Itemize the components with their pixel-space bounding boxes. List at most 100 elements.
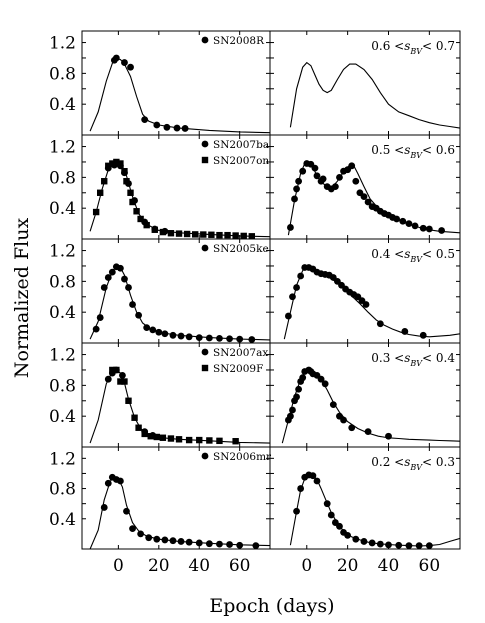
data-point-square	[167, 230, 175, 237]
data-point-circle	[336, 522, 343, 530]
data-point-square	[121, 168, 128, 175]
x-tick-label: 40	[188, 556, 210, 576]
data-point-square	[196, 436, 203, 444]
y-tick-label: 0.4	[49, 303, 76, 323]
data-point-circle	[216, 334, 223, 342]
data-point-square	[183, 230, 191, 238]
data-point-circle	[201, 140, 209, 148]
x-tick-label: 20	[148, 556, 170, 576]
data-point-square	[125, 397, 132, 404]
data-point-circle	[129, 525, 136, 532]
data-point-square	[224, 231, 231, 239]
data-point-circle	[195, 334, 203, 342]
right-panel-2: 0.5 <sBV< 0.6	[269, 134, 461, 240]
data-point-circle	[169, 331, 177, 339]
data-point-square	[153, 433, 160, 441]
data-point-square	[92, 208, 100, 216]
data-point-circle	[293, 185, 300, 193]
data-point-square	[147, 433, 154, 440]
data-point-square	[216, 231, 223, 239]
data-point-circle	[321, 380, 329, 388]
data-point-circle	[236, 541, 244, 549]
data-point-circle	[425, 542, 433, 549]
y-axis-title: Normalized Flux	[11, 218, 33, 379]
data-point-circle	[155, 328, 163, 336]
data-point-square	[201, 156, 209, 164]
data-point-circle	[313, 172, 321, 180]
data-point-circle	[393, 215, 401, 223]
data-point-square	[216, 437, 223, 445]
data-point-square	[117, 378, 124, 385]
data-point-square	[248, 233, 256, 239]
data-point-circle	[161, 536, 169, 544]
data-point-circle	[329, 401, 337, 409]
y-tick-label: 0.4	[49, 510, 76, 530]
data-point-circle	[295, 177, 303, 185]
data-point-circle	[284, 312, 292, 320]
data-point-square	[206, 437, 213, 444]
data-point-circle	[201, 36, 209, 44]
legend-label: SN2006mr	[213, 451, 272, 463]
data-point-circle	[153, 535, 161, 543]
data-point-circle	[201, 348, 209, 356]
left-panel-3: 0.4 0.8 1.2 SN2005ke	[49, 238, 271, 344]
data-point-circle	[327, 511, 335, 519]
y-tick-label: 0.8	[49, 480, 76, 500]
data-point-circle	[309, 472, 317, 480]
data-point-circle	[287, 224, 294, 231]
right-panel-4: 0.3 <sBV< 0.4	[269, 342, 461, 448]
data-point-circle	[352, 535, 360, 543]
data-point-square	[123, 178, 130, 185]
data-point-circle	[352, 177, 360, 185]
data-point-circle	[145, 534, 153, 542]
data-point-circle	[181, 125, 189, 132]
data-point-circle	[205, 540, 213, 548]
x-tick-label: 20	[337, 556, 359, 576]
data-point-circle	[293, 393, 300, 401]
template-curve	[283, 265, 460, 340]
data-point-circle	[117, 477, 124, 485]
data-point-circle	[376, 540, 384, 548]
data-point-square	[117, 160, 124, 167]
template-curve	[289, 474, 460, 547]
data-point-circle	[299, 374, 307, 382]
data-point-circle	[135, 311, 143, 319]
y-tick-label: 0.4	[49, 199, 76, 219]
data-point-circle	[364, 198, 372, 206]
data-point-circle	[299, 167, 307, 175]
data-point-circle	[137, 530, 145, 538]
data-point-square	[175, 230, 183, 237]
data-point-circle	[252, 542, 260, 549]
y-tick-label: 0.8	[49, 272, 76, 292]
data-point-square	[232, 232, 239, 239]
data-point-circle	[311, 164, 319, 172]
data-point-square	[240, 232, 247, 239]
legend-label: SN2007ba	[213, 139, 269, 151]
stretch-range-label: 0.6 <sBV< 0.7	[371, 39, 455, 56]
left-panel-1: 0.4 0.8 1.2 SN2008R	[49, 30, 271, 136]
data-point-circle	[395, 541, 403, 549]
stretch-range-label: 0.3 <sBV< 0.4	[371, 351, 455, 368]
data-point-square	[208, 231, 215, 238]
y-tick-label: 1.2	[49, 34, 76, 54]
data-point-square	[137, 215, 144, 223]
data-point-circle	[419, 224, 427, 232]
data-point-circle	[360, 193, 368, 201]
y-tick-label: 1.2	[49, 449, 76, 469]
y-tick-label: 0.4	[49, 95, 76, 115]
y-tick-label: 1.2	[49, 242, 76, 262]
data-point-circle	[295, 385, 303, 393]
data-point-square	[131, 414, 138, 421]
template-curve	[89, 369, 270, 444]
data-point-circle	[362, 301, 370, 308]
x-tick-label: 0	[113, 556, 124, 576]
data-point-circle	[236, 335, 244, 343]
data-point-square	[201, 364, 209, 372]
data-point-square	[151, 226, 158, 233]
data-point-circle	[368, 539, 376, 547]
data-point-square	[109, 366, 116, 374]
data-point-circle	[291, 195, 298, 203]
data-point-circle	[319, 175, 327, 183]
legend-label: SN2009F	[213, 363, 263, 375]
data-point-circle	[195, 539, 203, 547]
